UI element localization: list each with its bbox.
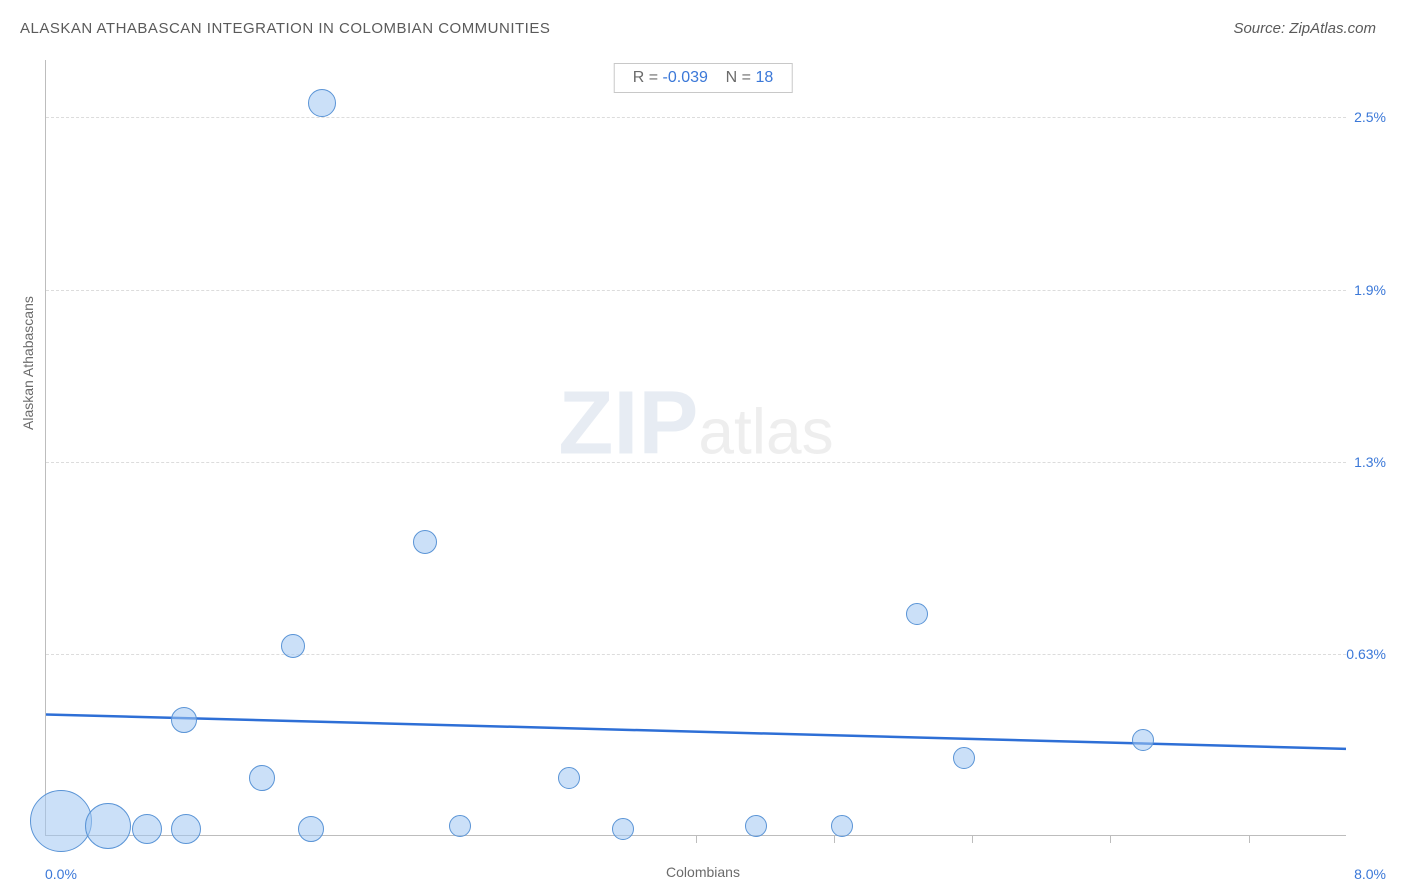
regression-line <box>46 60 1346 835</box>
stat-box: R = -0.039 N = 18 <box>614 63 793 93</box>
data-point <box>831 815 853 837</box>
grid-line <box>46 290 1346 291</box>
data-point <box>449 815 471 837</box>
r-value: -0.039 <box>663 69 708 86</box>
x-tick <box>1110 835 1111 843</box>
x-axis-label: Colombians <box>666 864 740 880</box>
plot-area: ZIPatlas <box>45 60 1346 836</box>
data-point <box>281 634 305 658</box>
x-max-label: 8.0% <box>1354 866 1386 882</box>
data-point <box>953 747 975 769</box>
r-label: R = <box>633 69 663 86</box>
data-point <box>308 89 336 117</box>
data-point <box>413 530 437 554</box>
watermark-atlas: atlas <box>698 396 833 468</box>
data-point <box>249 765 275 791</box>
data-point <box>171 707 197 733</box>
data-point <box>612 818 634 840</box>
data-point <box>132 814 162 844</box>
grid-line <box>46 462 1346 463</box>
data-point <box>298 816 324 842</box>
data-point <box>558 767 580 789</box>
x-tick <box>1249 835 1250 843</box>
y-axis-label: Alaskan Athabascans <box>20 296 36 430</box>
watermark: ZIPatlas <box>558 373 833 476</box>
x-tick <box>834 835 835 843</box>
y-tick-label: 2.5% <box>1354 109 1386 125</box>
x-tick <box>696 835 697 843</box>
data-point <box>85 803 131 849</box>
data-point <box>745 815 767 837</box>
watermark-zip: ZIP <box>558 374 698 474</box>
data-point <box>30 790 92 852</box>
data-point <box>171 814 201 844</box>
data-point <box>906 603 928 625</box>
x-tick <box>972 835 973 843</box>
n-value: 18 <box>755 69 773 86</box>
y-tick-label: 0.63% <box>1346 646 1386 662</box>
grid-line <box>46 654 1346 655</box>
y-tick-label: 1.3% <box>1354 454 1386 470</box>
source-attribution: Source: ZipAtlas.com <box>1233 20 1376 37</box>
grid-line <box>46 117 1346 118</box>
n-label: N = <box>726 69 756 86</box>
y-tick-label: 1.9% <box>1354 282 1386 298</box>
chart-title: ALASKAN ATHABASCAN INTEGRATION IN COLOMB… <box>20 20 550 37</box>
data-point <box>1132 729 1154 751</box>
x-min-label: 0.0% <box>45 866 77 882</box>
